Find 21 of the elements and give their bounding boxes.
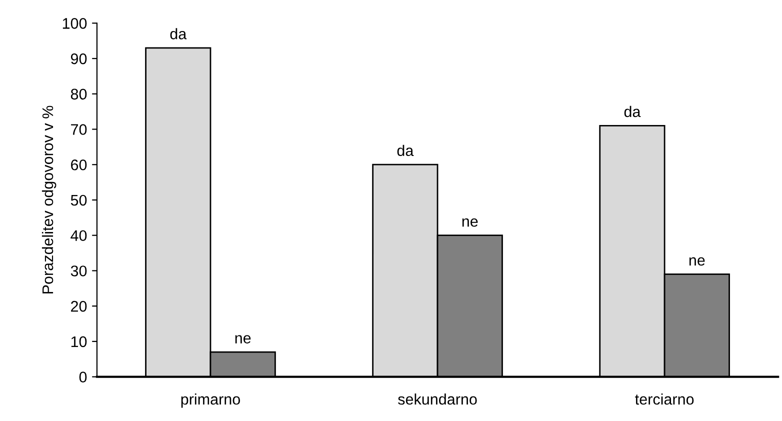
y-tick-label: 90 <box>70 53 87 64</box>
text: da <box>170 28 187 40</box>
text: da <box>397 144 414 156</box>
y-tick-label: 30 <box>70 266 87 276</box>
text: ne <box>462 218 478 227</box>
text: ne <box>235 335 251 344</box>
series-label: ne <box>689 257 705 266</box>
y-tick-label: 100 <box>62 18 87 29</box>
x-tick-label: sekundarno <box>398 393 477 405</box>
series-label: da <box>624 106 641 118</box>
y-tick-label: 80 <box>70 88 87 100</box>
y-axis-title: Porazdelitev odgovorov v % <box>42 106 56 294</box>
y-tick-label: 10 <box>71 336 87 348</box>
y-tick-label: 50 <box>70 194 87 206</box>
y-tick-label: 60 <box>71 159 87 170</box>
y-tick-label: 0 <box>79 372 87 382</box>
y-tick-label: 20 <box>71 300 87 312</box>
y-tick-label: 70 <box>71 124 87 135</box>
x-tick-label: terciarno <box>635 393 694 405</box>
x-tick-label: primarno <box>181 393 240 408</box>
y-tick-label: 40 <box>70 230 87 242</box>
